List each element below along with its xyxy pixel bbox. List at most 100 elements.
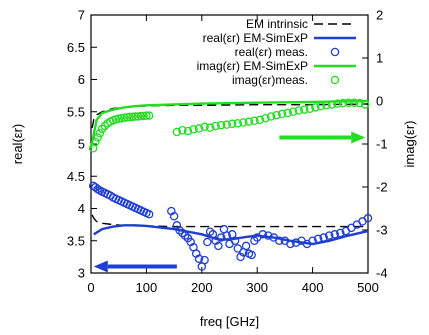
series-3-point xyxy=(180,231,190,240)
x-tick-label: 200 xyxy=(191,280,213,295)
series-5-point xyxy=(283,108,292,118)
ticks-layer: 0 100 200 300 400 500 3 3.5 4 4.5 5 5.5 6 6.5 7 -4 -3 -2 -… xyxy=(67,8,388,296)
series-5-point xyxy=(178,125,187,135)
y-left-tick-label: 3 xyxy=(78,266,85,281)
legend-label-0: EM intrinsic xyxy=(246,17,308,31)
series-5-point xyxy=(255,115,265,125)
series-3-point xyxy=(233,244,243,253)
x-tick-label: 500 xyxy=(357,280,379,295)
series-5-point xyxy=(250,116,259,126)
series-5-point xyxy=(349,98,359,107)
y-right-axis-title: imag(εr) xyxy=(402,121,417,168)
series-3-point xyxy=(247,250,256,260)
series-5-point xyxy=(338,98,348,108)
series-5-point xyxy=(142,111,151,120)
series-5-point xyxy=(311,103,320,112)
series-5-point xyxy=(300,105,309,114)
series-3-point xyxy=(241,241,251,251)
series-3-point xyxy=(319,233,328,242)
y-left-axis-title: real(εr) xyxy=(10,124,25,164)
series-3-point xyxy=(203,237,212,247)
series-3-point xyxy=(264,231,273,240)
series-5-point xyxy=(189,125,198,134)
series-5-point xyxy=(277,109,287,119)
y-right-tick-label: 1 xyxy=(376,51,383,66)
series-3-point xyxy=(336,228,345,238)
series-5-point xyxy=(305,104,315,113)
arrow-1-head xyxy=(351,131,366,144)
series-5-point xyxy=(144,111,154,120)
series-5-point xyxy=(95,128,105,138)
y-right-tick-label: -3 xyxy=(376,223,388,238)
series-3-point xyxy=(194,254,204,264)
series-5-point xyxy=(222,120,231,129)
legend-label-4: imag(εr)meas. xyxy=(232,73,308,87)
y-left-tick-label: 5 xyxy=(78,137,85,152)
y-right-tick-label: 2 xyxy=(376,8,383,23)
legend-label-3: imag(εr) EM-SimExP xyxy=(197,59,308,73)
series-5-point xyxy=(216,120,226,130)
y-left-tick-label: 4.5 xyxy=(67,169,85,184)
series-5-point xyxy=(261,113,270,123)
legend-marker-4 xyxy=(330,75,340,85)
x-tick-label: 0 xyxy=(87,280,94,295)
series-5-point xyxy=(294,106,303,115)
series-3-point xyxy=(169,211,179,221)
y-left-tick-label: 5.5 xyxy=(67,104,85,119)
y-left-tick-label: 6.5 xyxy=(67,40,85,55)
series-5-point xyxy=(183,126,193,136)
series-5-point xyxy=(244,117,254,126)
series-3-point xyxy=(258,230,267,239)
y-left-tick-label: 7 xyxy=(78,8,85,23)
series-3-point xyxy=(144,210,154,219)
series-5-point xyxy=(266,112,276,121)
series-5-point xyxy=(327,100,337,109)
series-5-point xyxy=(344,98,353,107)
y-right-tick-label: -2 xyxy=(376,180,388,195)
y-right-tick-label: -4 xyxy=(376,266,388,281)
series-5-point xyxy=(91,137,100,147)
series-1-line xyxy=(91,103,369,129)
series-3-point xyxy=(308,236,317,245)
x-axis-title: freq [GHz] xyxy=(200,314,259,329)
series-5-point xyxy=(228,119,237,129)
legend-label-1: real(εr) EM-SimExP xyxy=(203,31,308,45)
series-3-point xyxy=(222,231,231,240)
x-tick-label: 400 xyxy=(302,280,324,295)
arrow-0-head xyxy=(93,260,108,273)
series-3-point xyxy=(178,228,187,238)
y-right-tick-label: 0 xyxy=(376,94,383,109)
series-5-point xyxy=(100,121,110,131)
series-4-line xyxy=(89,99,369,149)
series-5-point xyxy=(125,112,135,122)
y-left-tick-label: 3.5 xyxy=(67,233,85,248)
series-3-point xyxy=(291,238,301,247)
series-3-point xyxy=(313,234,323,244)
series-5-point xyxy=(194,124,204,133)
series-5-point xyxy=(136,111,146,121)
annotations-layer xyxy=(93,131,366,273)
x-tick-label: 100 xyxy=(136,280,158,295)
series-5-point xyxy=(288,107,298,117)
series-3-point xyxy=(216,233,226,242)
series-5-point xyxy=(172,127,182,137)
series-3-point xyxy=(205,227,215,236)
series-3-point xyxy=(363,213,373,223)
series-3-point xyxy=(275,236,284,245)
series-5-point xyxy=(316,101,326,111)
series-3-point xyxy=(214,241,223,251)
series-5-point xyxy=(272,110,281,120)
legend-marker-2 xyxy=(330,47,340,57)
series-3-point xyxy=(200,255,209,265)
series-3-point xyxy=(236,252,245,262)
series-5-point xyxy=(239,118,248,127)
series-5-point xyxy=(322,101,331,110)
series-3-point xyxy=(324,231,334,240)
series-5-point xyxy=(205,123,215,132)
y-right-tick-label: -1 xyxy=(376,137,388,152)
series-3-point xyxy=(230,236,240,245)
series-5-point xyxy=(360,100,370,109)
series-5-point xyxy=(93,133,102,142)
